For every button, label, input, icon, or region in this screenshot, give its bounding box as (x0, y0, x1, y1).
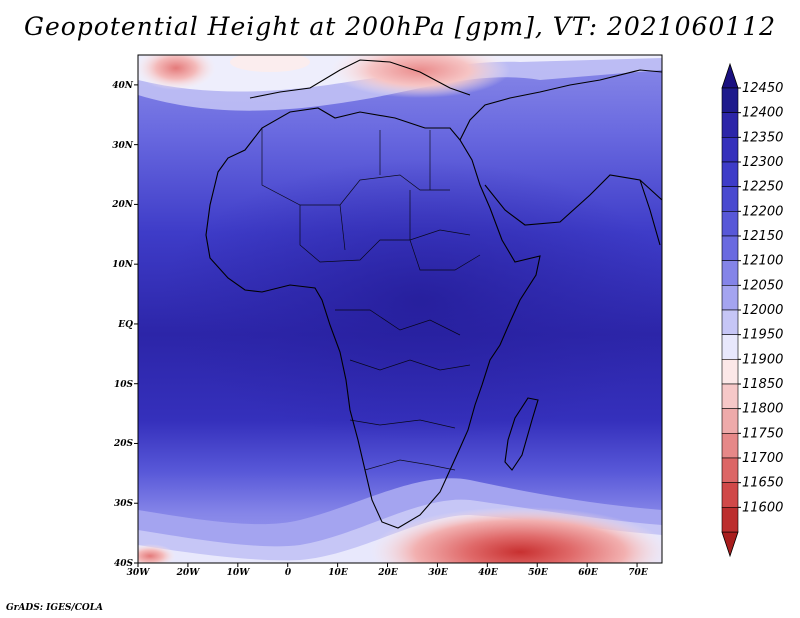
colorbar-label: 12100 (742, 254, 783, 269)
map-title: Geopotential Height at 200hPa [gpm], VT:… (23, 12, 777, 41)
lat-label-30s: 30S (114, 499, 134, 509)
colorbar-label: 11650 (742, 476, 783, 491)
country-borders (261, 128, 481, 471)
colorbar-label: 11600 (742, 500, 783, 515)
axis-ticks (134, 84, 638, 567)
lat-label-40s: 40S (114, 559, 134, 569)
lon-label-60e: 60E (578, 568, 598, 578)
colorbar-cell (721, 457, 739, 483)
india-coast (639, 179, 661, 246)
colorbar: 12450 12400 12350 12300 12250 12200 12150 12100… (721, 62, 783, 558)
madagascar-coast (504, 397, 539, 471)
colorbar-cell (721, 112, 739, 138)
colorbar-label: 11850 (742, 377, 783, 392)
colorbar-label: 11950 (742, 328, 783, 343)
colorbar-cell (721, 235, 739, 261)
colorbar-cell (721, 507, 739, 533)
colorbar-label: 11750 (742, 426, 783, 441)
colorbar-label: 12200 (742, 204, 783, 219)
lat-label-30n: 30N (112, 141, 134, 151)
colorbar-cell (721, 359, 739, 385)
africa-coast (205, 107, 541, 529)
lon-label-10e: 10E (328, 568, 348, 578)
colorbar-cell (721, 211, 739, 237)
height-field (138, 55, 662, 563)
colorbar-label: 12450 (742, 81, 783, 96)
lat-label-10n: 10N (112, 260, 134, 270)
lon-label-20e: 20E (377, 568, 398, 578)
colorbar-cell (721, 433, 739, 459)
colorbar-label: 12000 (742, 303, 783, 318)
colorbar-label: 12350 (742, 130, 783, 145)
colorbar-label: 11700 (742, 451, 783, 466)
colorbar-label: 11900 (742, 352, 783, 367)
colorbar-label: 12300 (742, 155, 783, 170)
colorbar-cell (721, 334, 739, 360)
lat-label-eq: EQ (117, 320, 133, 330)
lon-label-40e: 40E (478, 568, 498, 578)
colorbar-bottom-arrow (721, 531, 739, 558)
colorbar-cell (721, 186, 739, 212)
colorbar-cell (721, 285, 739, 311)
lon-label-70e: 70E (628, 568, 648, 578)
lon-label-30e: 30E (428, 568, 448, 578)
colorbar-cell (721, 383, 739, 409)
coastlines (205, 59, 663, 529)
europe-coast (249, 59, 471, 99)
colorbar-top-arrow (721, 62, 739, 89)
colorbar-cell (721, 137, 739, 163)
lon-label-10w: 10W (227, 568, 251, 578)
colorbar-cell (721, 309, 739, 335)
lat-label-10s: 10S (114, 380, 134, 390)
lat-label-20n: 20N (111, 200, 134, 210)
colorbar-label: 11800 (742, 402, 783, 417)
map-frame (137, 54, 663, 564)
colorbar-label: 12400 (742, 106, 783, 121)
colorbar-cell (721, 87, 739, 113)
middle-east-coast (459, 69, 663, 141)
arabia-coast (484, 174, 663, 226)
colorbar-label: 12150 (742, 229, 783, 244)
lat-axis: 40N 30N 20N 10N EQ 10S 20S 30S 40S (111, 81, 134, 569)
lat-label-20s: 20S (113, 439, 134, 449)
footer-credit: GrADS: IGES/COLA (6, 603, 104, 613)
lon-label-30w: 30W (127, 568, 151, 578)
colorbar-cell (721, 482, 739, 508)
lat-label-40n: 40N (112, 81, 134, 91)
lon-axis: 30W 20W 10W 0 10E 20E 30E 40E 50E 60E 70… (127, 568, 648, 578)
colorbar-cell (721, 260, 739, 286)
lon-label-20w: 20W (176, 568, 201, 578)
lon-label-0: 0 (285, 568, 292, 578)
colorbar-label: 12250 (742, 180, 783, 195)
lon-label-50e: 50E (528, 568, 548, 578)
colorbar-cell (721, 161, 739, 187)
colorbar-label: 12050 (742, 278, 783, 293)
colorbar-cell (721, 408, 739, 434)
